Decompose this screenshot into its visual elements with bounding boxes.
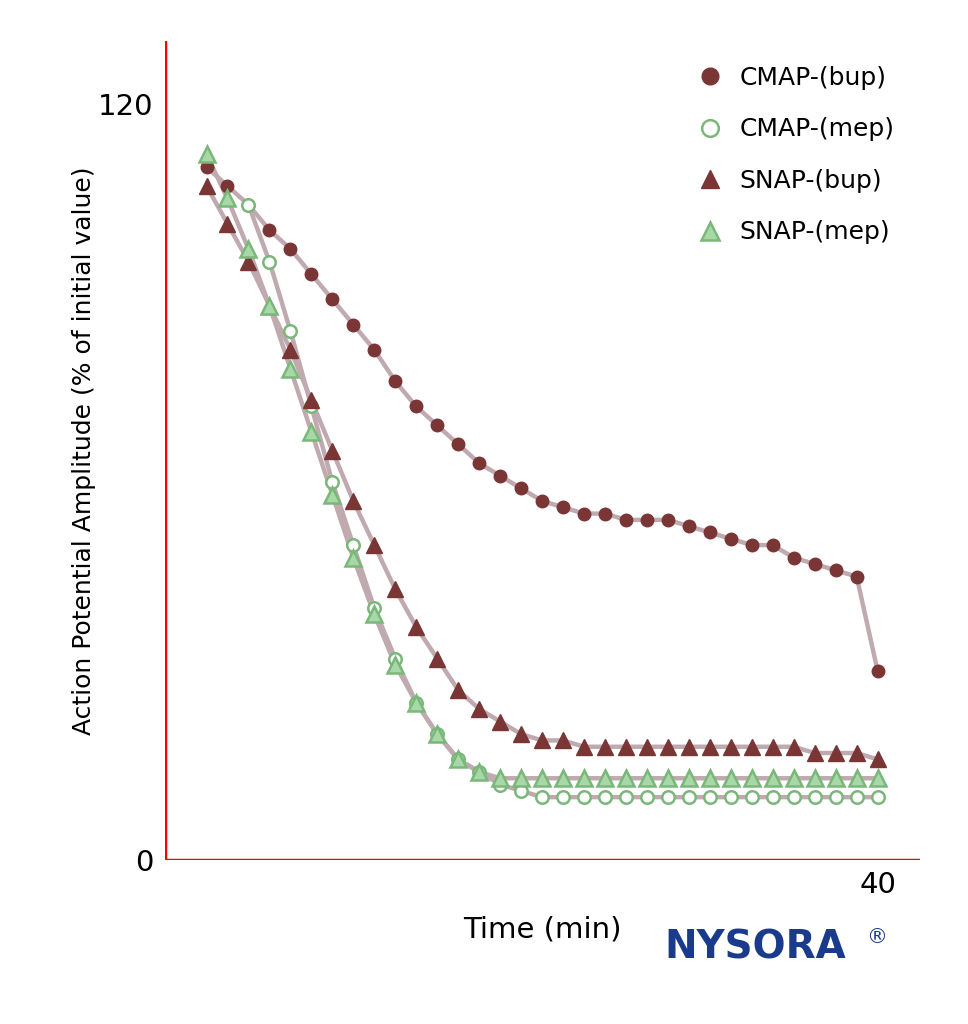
Text: ®: ® [866, 927, 888, 947]
X-axis label: Time (min): Time (min) [463, 915, 621, 944]
Text: NYSORA: NYSORA [664, 928, 846, 967]
Y-axis label: Action Potential Amplitude (% of initial value): Action Potential Amplitude (% of initial… [72, 166, 96, 735]
Legend: CMAP-(bup), CMAP-(mep), SNAP-(bup), SNAP-(mep): CMAP-(bup), CMAP-(mep), SNAP-(bup), SNAP… [697, 53, 907, 257]
